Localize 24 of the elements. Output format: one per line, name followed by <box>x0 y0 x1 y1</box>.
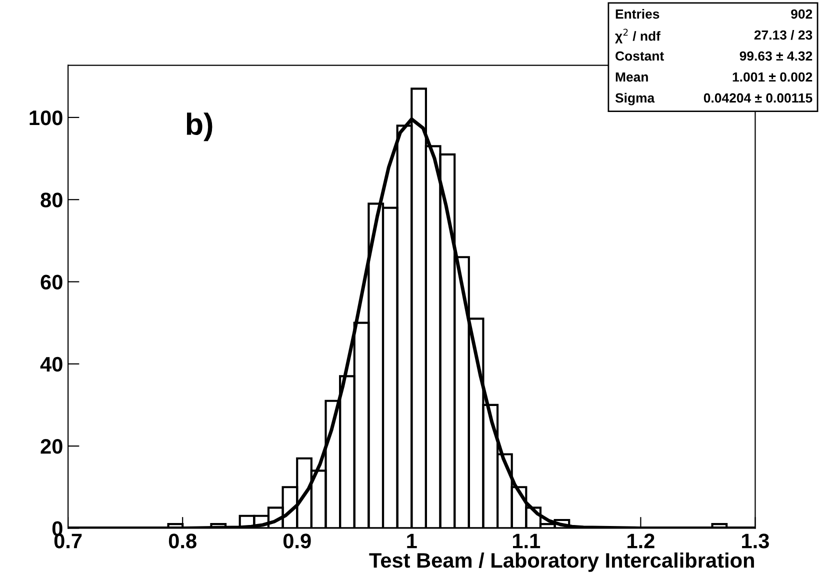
x-tick-label: 0.8 <box>168 534 196 548</box>
x-tick-label: 0.9 <box>283 534 311 548</box>
text: 99.63 ± 4.32 <box>740 51 812 61</box>
y-tick-label: 80 <box>40 192 62 208</box>
y-tick-label: 40 <box>40 356 62 372</box>
x-tick-label: 0.7 <box>54 534 82 548</box>
y-tick-label: 60 <box>40 274 62 290</box>
x-tick-label: 1 <box>407 534 417 548</box>
annotation: Mean <box>616 72 648 82</box>
text: Entries <box>616 9 660 19</box>
annotation: b) <box>186 112 212 142</box>
annotation: 1.001 ± 0.002 <box>732 72 812 82</box>
annotation: Sigma <box>615 92 655 106</box>
annotation: 0.04204 ± 0.00115 <box>704 93 812 103</box>
x-tick-label: 1.3 <box>742 534 769 548</box>
y-tick-label: 100 <box>30 110 62 126</box>
text: χ$^{2}$ / ndf <box>615 28 660 44</box>
x-tick-label: 1.1 <box>513 534 540 548</box>
text: Costant <box>616 51 664 61</box>
text: 27.13 / 23 <box>754 30 812 40</box>
text: 902 <box>791 9 812 19</box>
x-axis-title: Test Beam / Laboratory Intercalibration <box>369 552 754 572</box>
x-tick-label: 1.2 <box>628 534 654 548</box>
y-tick-label: 20 <box>40 439 62 454</box>
